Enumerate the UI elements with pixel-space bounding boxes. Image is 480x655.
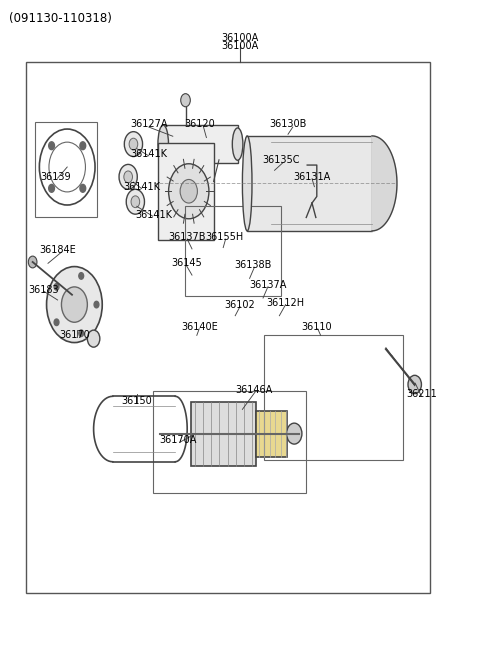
Text: 36141K: 36141K	[123, 181, 160, 192]
Circle shape	[168, 164, 209, 219]
Polygon shape	[372, 136, 397, 231]
Circle shape	[126, 189, 144, 214]
Circle shape	[54, 284, 59, 290]
Circle shape	[129, 138, 138, 150]
Ellipse shape	[242, 136, 252, 231]
Circle shape	[79, 272, 84, 279]
Text: 36141K: 36141K	[130, 149, 168, 159]
Text: 36120: 36120	[184, 119, 215, 130]
Circle shape	[119, 164, 137, 189]
Circle shape	[79, 330, 84, 337]
FancyBboxPatch shape	[158, 143, 214, 240]
Bar	[26, 62, 430, 593]
Bar	[185, 206, 281, 296]
FancyBboxPatch shape	[163, 125, 238, 163]
Text: 36137B: 36137B	[168, 232, 206, 242]
Bar	[35, 122, 97, 217]
Text: 36131A: 36131A	[293, 172, 331, 182]
Text: 36211: 36211	[406, 389, 437, 400]
Text: 36102: 36102	[225, 299, 255, 310]
Text: 36145: 36145	[171, 258, 202, 269]
Circle shape	[47, 267, 102, 343]
Text: 36141K: 36141K	[135, 210, 172, 220]
Text: 36150: 36150	[121, 396, 152, 406]
Bar	[153, 391, 306, 493]
FancyBboxPatch shape	[247, 136, 372, 231]
FancyBboxPatch shape	[191, 402, 256, 466]
Circle shape	[48, 141, 54, 149]
Circle shape	[287, 423, 302, 444]
Circle shape	[94, 301, 99, 308]
Circle shape	[124, 171, 132, 183]
Circle shape	[131, 196, 140, 208]
Text: 36110: 36110	[301, 322, 332, 333]
Text: 36127A: 36127A	[130, 119, 168, 130]
Circle shape	[28, 256, 37, 268]
Text: 36112H: 36112H	[266, 297, 305, 308]
Text: 36155H: 36155H	[205, 232, 244, 242]
Text: 36138B: 36138B	[235, 260, 272, 271]
Text: 36139: 36139	[40, 172, 71, 182]
Text: 36100A: 36100A	[221, 33, 259, 43]
Circle shape	[408, 375, 421, 394]
Text: (091130-110318): (091130-110318)	[9, 12, 111, 25]
Text: 36140E: 36140E	[181, 322, 217, 333]
Circle shape	[54, 319, 59, 326]
Circle shape	[61, 287, 87, 322]
Text: 36130B: 36130B	[269, 119, 307, 130]
Circle shape	[180, 94, 191, 107]
Bar	[264, 335, 403, 460]
Circle shape	[87, 330, 100, 347]
Text: 36100A: 36100A	[221, 41, 259, 51]
Circle shape	[124, 132, 143, 157]
Circle shape	[180, 179, 197, 203]
Ellipse shape	[158, 125, 168, 163]
Text: 36184E: 36184E	[39, 245, 76, 255]
Text: 36137A: 36137A	[249, 280, 287, 290]
Circle shape	[48, 185, 54, 193]
Circle shape	[80, 141, 86, 149]
Text: 36183: 36183	[28, 284, 59, 295]
Text: 36170A: 36170A	[159, 435, 196, 445]
Text: 36146A: 36146A	[236, 384, 273, 395]
Ellipse shape	[232, 128, 243, 160]
Text: 36135C: 36135C	[262, 155, 300, 166]
Circle shape	[80, 185, 86, 193]
Text: 36170: 36170	[59, 330, 90, 341]
FancyBboxPatch shape	[256, 411, 287, 457]
